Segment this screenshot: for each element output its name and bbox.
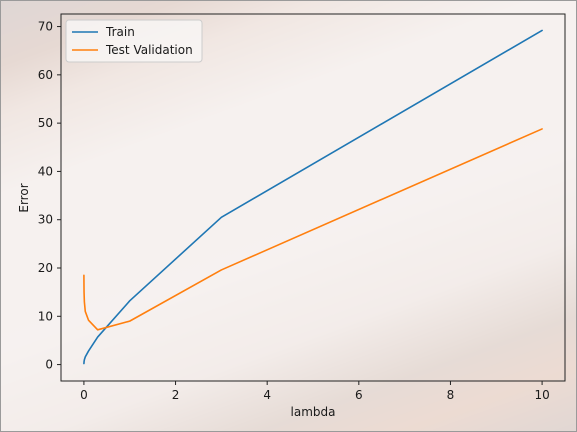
y-tick-label: 20 <box>38 261 53 275</box>
legend: Train Test Validation <box>65 19 203 63</box>
y-tick-label: 70 <box>38 20 53 34</box>
series-line-test-validation <box>83 128 543 331</box>
legend-box <box>65 19 203 63</box>
series-layer <box>83 29 543 365</box>
y-tick-label: 50 <box>38 116 53 130</box>
plot-area <box>60 13 566 382</box>
y-axis-ticks: 0 10 20 30 40 50 60 70 <box>38 20 61 372</box>
legend-label-test-validation: Test Validation <box>105 43 193 57</box>
x-tick-label: 4 <box>263 388 271 402</box>
x-axis-ticks: 0 2 4 6 8 10 <box>80 381 550 402</box>
x-axis-label: lambda <box>291 405 336 419</box>
x-tick-label: 2 <box>172 388 180 402</box>
y-tick-label: 0 <box>45 358 53 372</box>
x-tick-label: 8 <box>447 388 455 402</box>
y-axis-label: Error <box>17 183 31 212</box>
x-tick-label: 6 <box>355 388 363 402</box>
y-tick-label: 60 <box>38 68 53 82</box>
legend-label-train: Train <box>105 25 135 39</box>
x-tick-label: 0 <box>80 388 88 402</box>
x-tick-label: 10 <box>534 388 549 402</box>
y-tick-label: 10 <box>38 309 53 323</box>
y-tick-label: 40 <box>38 164 53 178</box>
y-tick-label: 30 <box>38 213 53 227</box>
series-line-train <box>83 29 543 365</box>
